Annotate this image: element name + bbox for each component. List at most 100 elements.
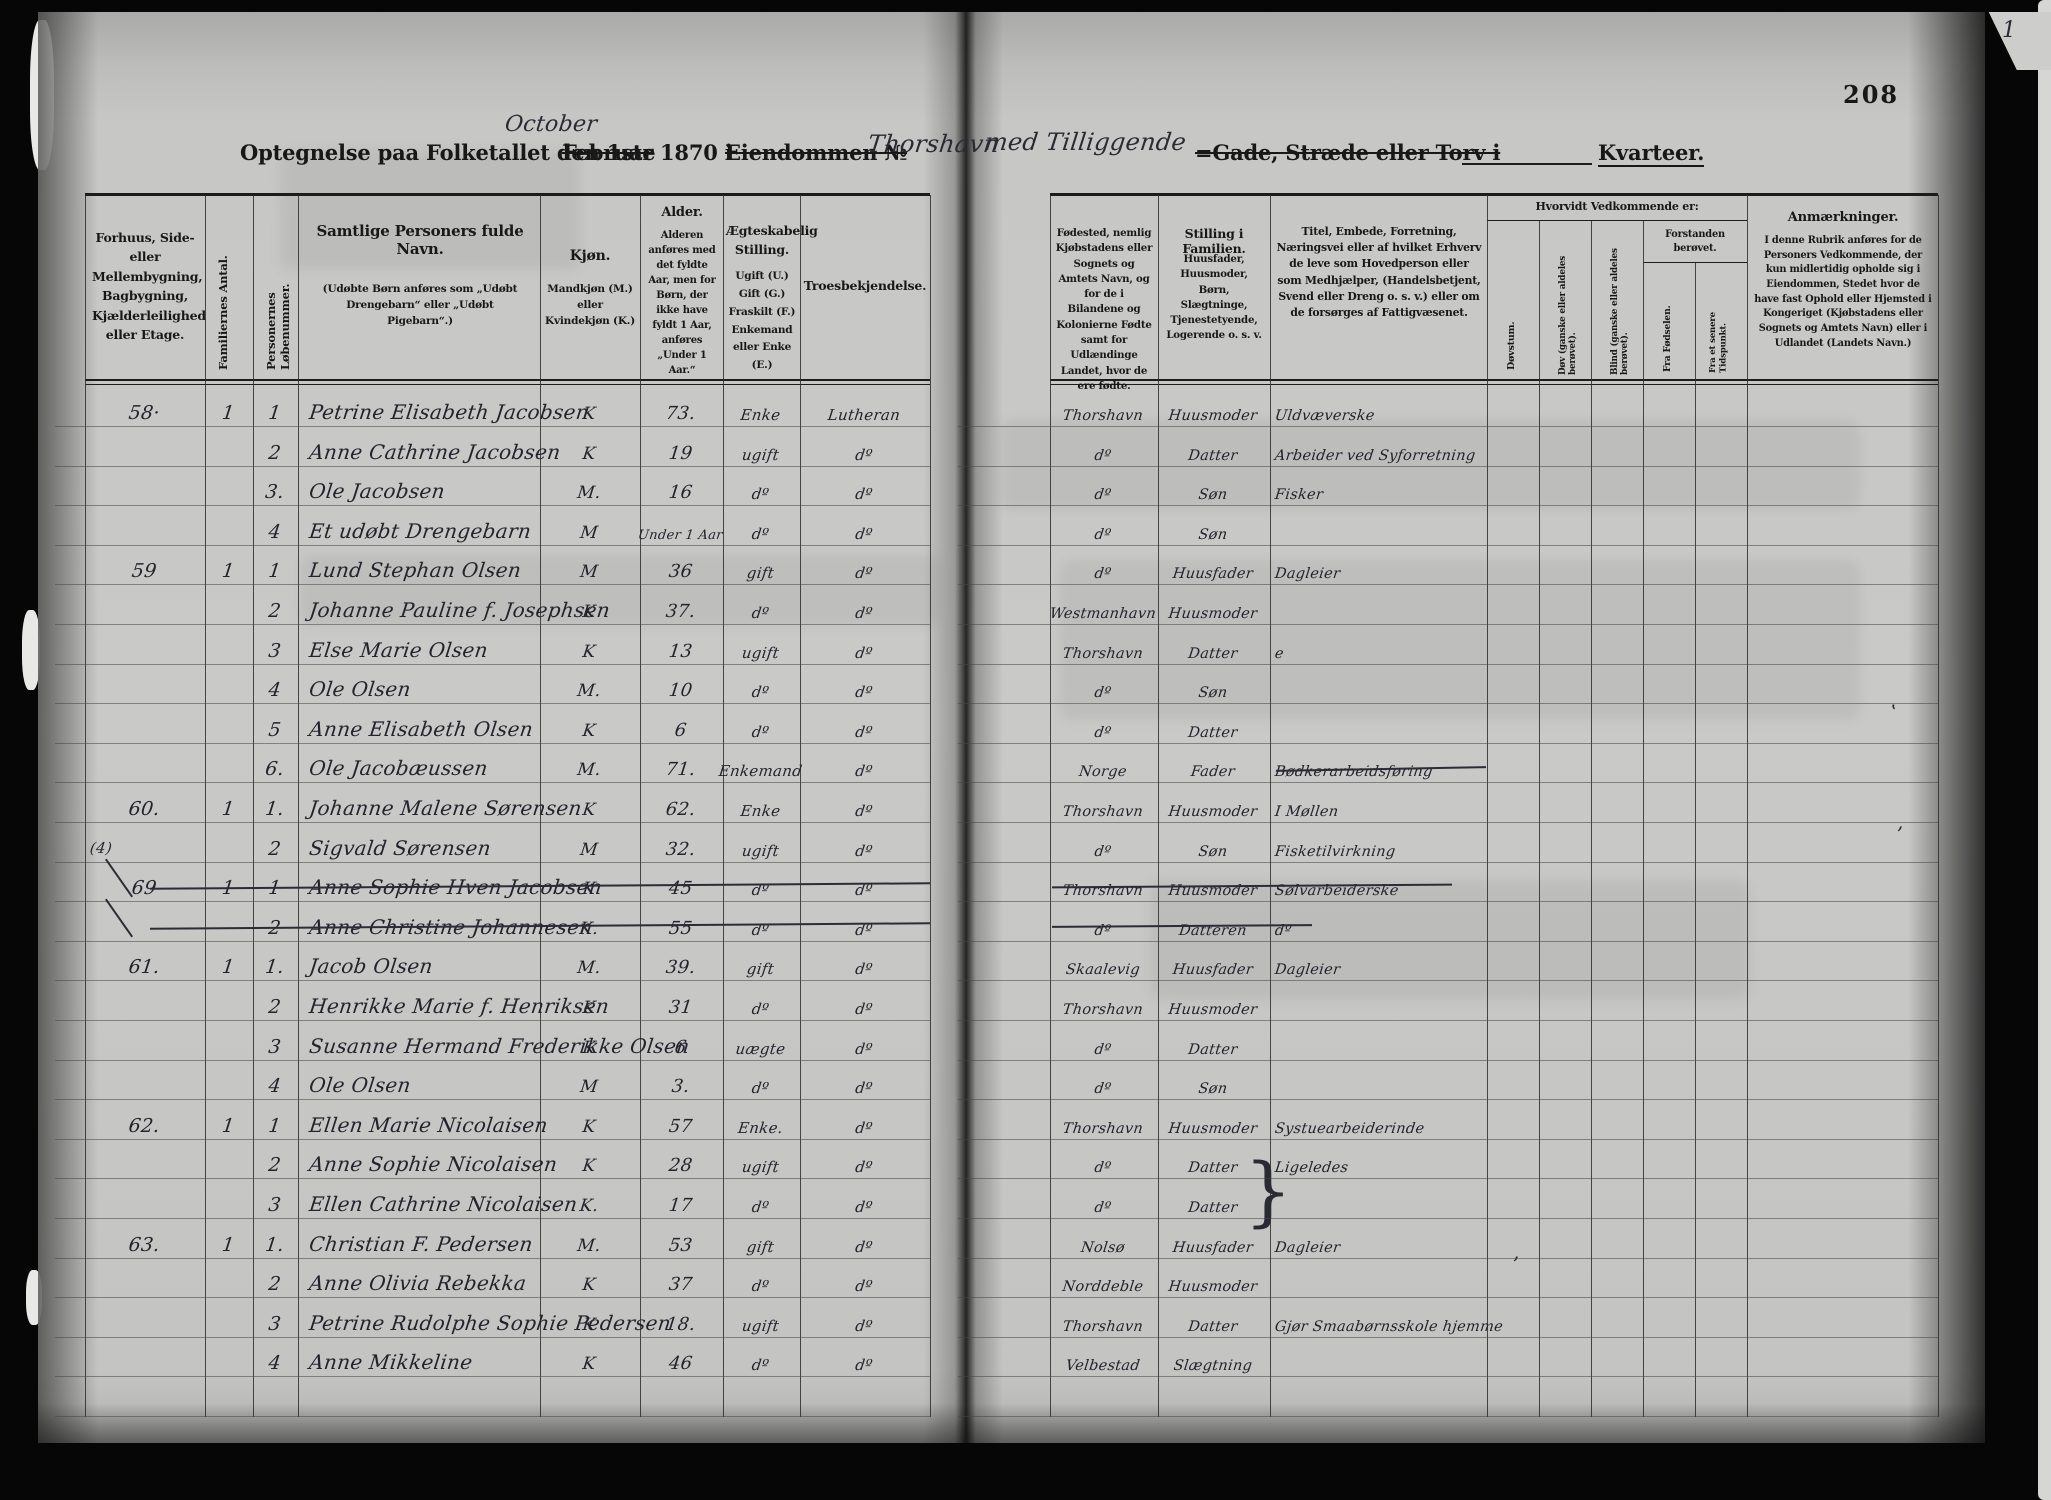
cell-nr: 3 bbox=[267, 1035, 283, 1058]
cell-marital: ugift bbox=[740, 445, 781, 464]
cell-birth: dº bbox=[1093, 1081, 1113, 1098]
cell-sex: M bbox=[579, 562, 600, 583]
column-header-from-birth: Fra Fødselen. bbox=[1662, 305, 1673, 372]
ruled-line bbox=[55, 1376, 930, 1377]
cell-marital: ugift bbox=[740, 841, 781, 860]
cell-family: Søn bbox=[1197, 843, 1229, 860]
ruled-line bbox=[958, 1258, 1938, 1259]
form-title: Optegnelse paa Folketallet den 1ste bbox=[240, 140, 656, 165]
cell-name: Ole Olsen bbox=[307, 1073, 413, 1098]
cell-nr: 1. bbox=[264, 798, 286, 820]
column-line bbox=[298, 195, 299, 1417]
cell-birth: Westmanhavn bbox=[1048, 606, 1157, 622]
cell-faith: dº bbox=[854, 1198, 874, 1216]
cell-family: Datter bbox=[1187, 447, 1239, 464]
cell-age: 36 bbox=[667, 561, 694, 583]
cell-name: Anne Olivia Rebekka bbox=[307, 1271, 528, 1296]
cell-faith: dº bbox=[854, 1277, 874, 1296]
cell-family: Huusfader bbox=[1171, 962, 1255, 979]
column-header-faith: Troesbekjendelse. bbox=[803, 278, 927, 293]
cell-occupation: Arbeider ved Syforretning bbox=[1273, 447, 1477, 464]
cell-occupation: Dagleier bbox=[1273, 1239, 1342, 1256]
cell-house: 59 bbox=[130, 560, 159, 583]
struck-street-label: =Gade, Stræde eller Torv i bbox=[1195, 140, 1501, 165]
cell-faith: dº bbox=[854, 604, 874, 622]
cell-fam: 1 bbox=[220, 560, 236, 583]
column-header-families: Familiernes Antal. bbox=[216, 255, 230, 370]
cell-marital: Enkemand bbox=[717, 762, 804, 781]
torn-edge bbox=[22, 610, 40, 690]
cell-family: Søn bbox=[1197, 685, 1229, 702]
cell-faith: dº bbox=[854, 445, 874, 464]
column-header-condition-group: Hvorvidt Vedkommende er: bbox=[1535, 200, 1699, 213]
ruled-line bbox=[958, 505, 1938, 506]
ruled-line bbox=[55, 1337, 930, 1338]
cell-sex: M. bbox=[576, 1235, 603, 1256]
ruled-line bbox=[55, 703, 930, 704]
ruled-line bbox=[958, 1178, 1938, 1179]
cell-age: 19 bbox=[667, 442, 694, 464]
cell-marital: Enke bbox=[739, 802, 782, 820]
ruled-line bbox=[958, 1416, 1938, 1417]
cell-nr: 4 bbox=[267, 1075, 283, 1098]
cell-birth: dº bbox=[1093, 1160, 1113, 1177]
next-page-edge bbox=[2038, 0, 2051, 1500]
cell-birth: Skaalevig bbox=[1064, 962, 1141, 979]
cell-house: 61. bbox=[127, 956, 162, 979]
cell-family: Huusmoder bbox=[1167, 1120, 1259, 1137]
book-spread bbox=[38, 12, 1985, 1443]
cell-marital: gift bbox=[745, 564, 776, 583]
cell-name: Henrikke Marie f. Henriksen bbox=[307, 994, 611, 1018]
cell-nr: 3 bbox=[267, 1312, 283, 1335]
column-header-insane-group: Forstanden berøvet. bbox=[1665, 229, 1725, 254]
cell-age: 39. bbox=[664, 957, 697, 979]
cell-birth: dº bbox=[1093, 447, 1113, 464]
cell-birth: Thorshavn bbox=[1061, 804, 1145, 820]
cell-occupation: Bødkerarbeidsføring bbox=[1273, 764, 1434, 781]
column-line bbox=[205, 195, 206, 1417]
header-bottom-rule bbox=[85, 379, 930, 381]
condition-group-rule bbox=[1487, 220, 1747, 221]
cell-faith: dº bbox=[854, 524, 874, 543]
cell-age: 73. bbox=[664, 403, 697, 424]
ruled-line bbox=[55, 782, 930, 783]
cell-birth: Thorshavn bbox=[1061, 883, 1145, 900]
cell-family: Datter bbox=[1187, 724, 1239, 741]
cell-age: 6 bbox=[673, 1036, 688, 1058]
cell-family: Datter bbox=[1187, 1160, 1239, 1177]
cell-house: 62. bbox=[127, 1114, 162, 1137]
ruled-line bbox=[55, 505, 930, 506]
ruled-line bbox=[958, 703, 1938, 704]
cell-name: Et udøbt Drengebarn bbox=[307, 518, 533, 543]
cell-sex: K bbox=[581, 1156, 597, 1177]
cell-marital: dº bbox=[750, 1079, 771, 1098]
ruled-line bbox=[958, 822, 1938, 823]
cell-birth: dº bbox=[1093, 487, 1113, 504]
cell-birth: Thorshavn bbox=[1061, 645, 1145, 662]
cell-faith: dº bbox=[854, 762, 874, 781]
cell-sex: K bbox=[581, 641, 597, 662]
cell-occupation: e bbox=[1273, 645, 1285, 662]
cell-birth: dº bbox=[1093, 922, 1113, 939]
cell-family: Fader bbox=[1189, 764, 1236, 781]
column-line bbox=[1539, 221, 1540, 1417]
cell-age: 6 bbox=[673, 719, 688, 741]
cell-marital: ugift bbox=[740, 643, 781, 662]
header-bottom-rule bbox=[1050, 384, 1938, 385]
cell-nr: 3 bbox=[267, 639, 283, 662]
cell-family: Søn bbox=[1197, 487, 1229, 504]
cell-marital: dº bbox=[750, 1198, 771, 1216]
column-header-family: Stilling i Familien. bbox=[1182, 226, 1246, 256]
cell-faith: dº bbox=[854, 643, 874, 662]
cell-name: Anne Sophie Hven Jacobsen bbox=[307, 875, 604, 900]
cell-occupation: Dagleier bbox=[1273, 962, 1342, 979]
cell-nr: 3 bbox=[267, 1194, 283, 1216]
cell-age: 16 bbox=[667, 482, 694, 504]
ruled-line bbox=[958, 1297, 1938, 1298]
column-line bbox=[1747, 195, 1748, 1417]
quarter-label: Kvarteer. bbox=[1598, 140, 1705, 167]
ruled-line bbox=[958, 584, 1938, 585]
cell-family: Datter bbox=[1187, 1318, 1239, 1335]
column-line bbox=[640, 195, 641, 1417]
cell-nr: 2 bbox=[267, 1154, 283, 1177]
